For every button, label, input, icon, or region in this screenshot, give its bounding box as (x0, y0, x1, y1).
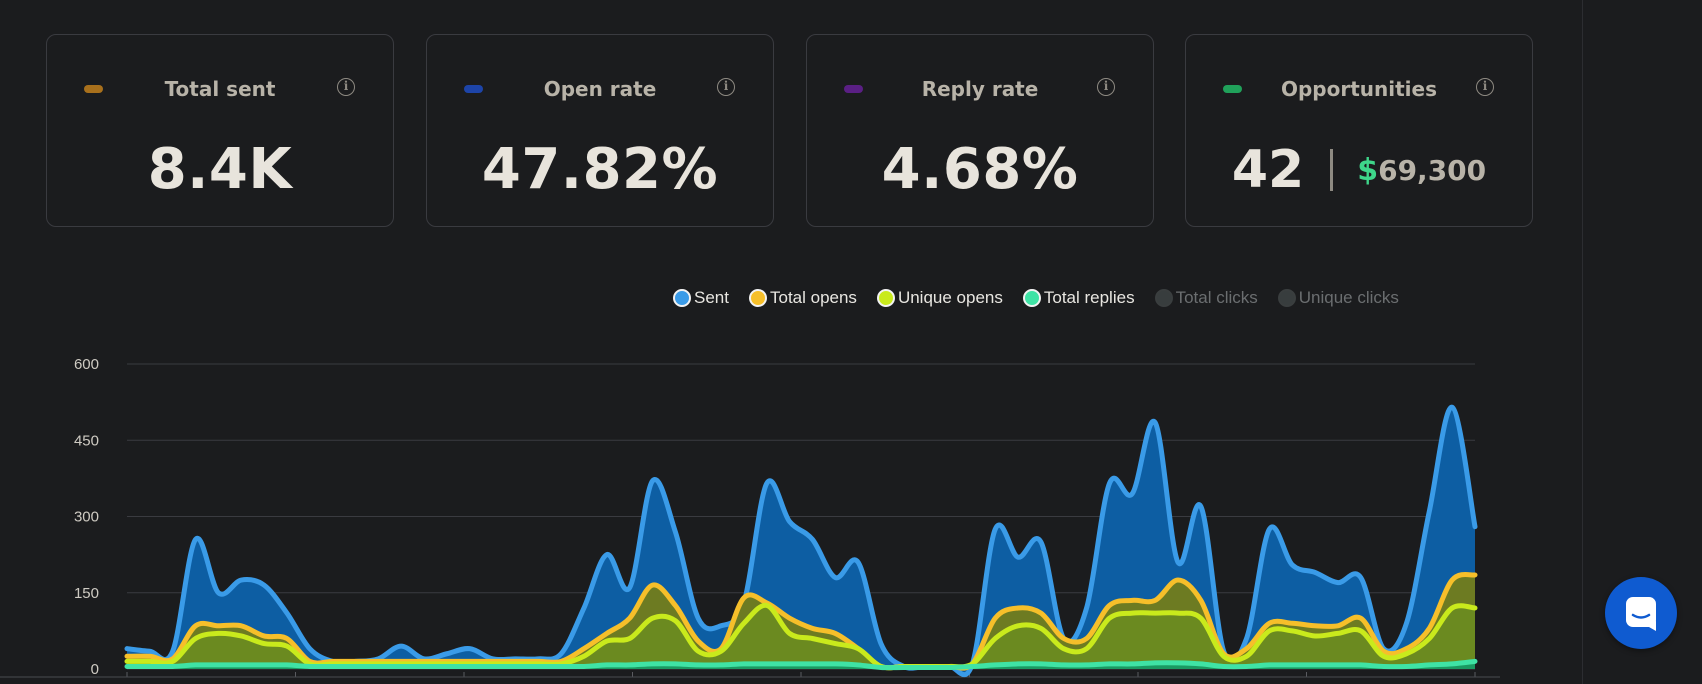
activity-chart: 600 450 300 150 0 (0, 356, 1500, 678)
legend-label: Unique opens (897, 288, 1003, 307)
info-icon[interactable]: i (337, 78, 355, 96)
y-tick-label: 0 (91, 661, 99, 678)
right-panel-divider (1582, 0, 1583, 684)
y-tick-label: 300 (74, 509, 99, 526)
legend-item-total-replies[interactable]: Total replies (1022, 288, 1135, 308)
legend-dot (673, 289, 691, 307)
card-title: Open rate (543, 77, 657, 101)
card-value: 8.4K (147, 137, 293, 202)
legend-label: Unique clicks (1298, 288, 1399, 307)
chart-legend: Sent Total opens Unique opens Total repl… (673, 286, 1419, 310)
legend-item-total-clicks[interactable]: Total clicks (1154, 288, 1258, 308)
card-value: 4.68% (881, 137, 1079, 202)
total-sent-card: Total sent i 8.4K (46, 34, 394, 227)
info-icon[interactable]: i (1476, 78, 1494, 96)
legend-item-unique-opens[interactable]: Unique opens (876, 288, 1003, 308)
legend-label: Total clicks (1175, 288, 1258, 307)
info-icon[interactable]: i (717, 78, 735, 96)
y-tick-label: 150 (74, 585, 99, 602)
value-divider (1330, 149, 1334, 191)
legend-dot (1022, 289, 1041, 307)
y-tick-label: 450 (74, 432, 99, 449)
legend-dot (748, 289, 767, 307)
legend-item-total-opens[interactable]: Total opens (748, 288, 857, 308)
legend-dot (876, 289, 895, 307)
card-title: Opportunities (1280, 77, 1437, 101)
opportunities-amount: 69,300 (1378, 153, 1487, 187)
open-rate-card: Open rate i 47.82% (426, 34, 774, 227)
chat-icon (1626, 597, 1656, 631)
opportunities-count: 42 (1231, 140, 1305, 200)
opportunities-value: 42 $ 69,300 (1186, 138, 1532, 202)
series-line-total-opens (124, 571, 1478, 671)
card-value: 47.82% (481, 137, 719, 202)
card-title: Reply rate (921, 77, 1039, 101)
dollar-icon: $ (1357, 152, 1379, 188)
legend-label: Total replies (1043, 288, 1135, 307)
chat-button[interactable] (1605, 577, 1677, 649)
info-icon[interactable]: i (1097, 78, 1115, 96)
series-line-total-replies (124, 658, 1478, 671)
reply-rate-card: Reply rate i 4.68% (806, 34, 1154, 227)
legend-item-sent[interactable]: Sent (673, 288, 729, 308)
legend-dot (1277, 289, 1296, 307)
opportunities-swatch (1223, 85, 1242, 93)
opportunities-card: Opportunities i 42 $ 69,300 (1185, 34, 1533, 227)
card-title: Total sent (164, 77, 276, 101)
legend-label: Total opens (769, 288, 857, 307)
legend-dot (1154, 289, 1173, 307)
legend-item-unique-clicks[interactable]: Unique clicks (1277, 288, 1399, 308)
reply-rate-swatch (844, 85, 863, 93)
open-rate-swatch (464, 85, 483, 93)
y-tick-label: 600 (74, 356, 99, 373)
total-sent-swatch (84, 85, 103, 93)
series-line-unique-opens (124, 602, 1478, 671)
series-area-unique-opens (127, 605, 1475, 669)
legend-label: Sent (694, 288, 729, 307)
